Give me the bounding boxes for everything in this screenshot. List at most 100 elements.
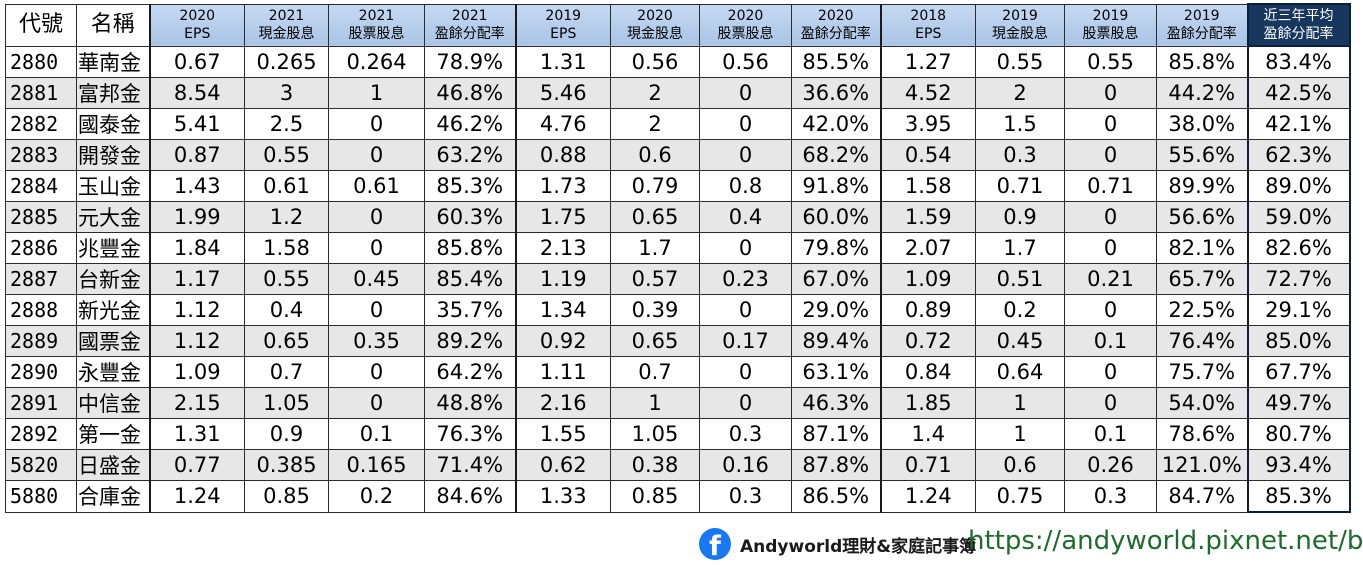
data-cell: 85.4%	[424, 263, 516, 295]
header-line: 現金股息	[627, 26, 683, 42]
data-cell: 0	[328, 139, 425, 171]
facebook-logo-icon[interactable]: f	[699, 528, 731, 560]
data-cell: 3	[244, 77, 329, 109]
average-payout-cell: 93.4%	[1246, 449, 1351, 481]
data-cell: 2.07	[879, 232, 976, 264]
header-line: 2018	[910, 8, 947, 24]
data-cell: 2.16	[514, 387, 611, 419]
data-cell: 0.56	[610, 45, 700, 78]
data-cell: 55.6%	[1156, 139, 1248, 171]
data-cell: 89.2%	[424, 325, 516, 357]
stock-name-cell: 永豐金	[76, 356, 150, 388]
stock-code-cell: 2891	[5, 387, 77, 419]
stock-name-cell: 新光金	[76, 294, 150, 326]
table-row: 2886 兆豐金 1.84 1.58 0 85.8% 2.13 1.7 0 79.8% 2.07 1.…	[5, 232, 1351, 264]
blog-url-link[interactable]: https://andyworld.pixnet.net/blog	[968, 526, 1363, 556]
data-cell: 1.4	[879, 418, 976, 450]
data-cell: 46.3%	[791, 387, 881, 419]
data-cell: 0	[699, 108, 792, 140]
header-cell: 2021 股票股息	[328, 3, 425, 47]
data-cell: 75.7%	[1156, 356, 1248, 388]
stock-code-cell: 2881	[5, 77, 77, 109]
data-cell: 0.72	[879, 325, 976, 357]
header-line: 2019	[1002, 8, 1038, 24]
data-cell: 76.4%	[1156, 325, 1248, 357]
data-cell: 0	[699, 294, 792, 326]
data-cell: 0	[699, 387, 792, 419]
stock-name-cell: 玉山金	[76, 170, 150, 202]
stock-name-cell: 華南金	[76, 45, 150, 78]
data-cell: 0.16	[699, 449, 792, 481]
data-cell: 0.3	[699, 418, 792, 450]
data-cell: 0.385	[244, 449, 329, 481]
data-cell: 1.17	[148, 263, 245, 295]
data-cell: 84.6%	[424, 480, 516, 513]
data-cell: 0.79	[610, 170, 700, 202]
data-cell: 0.7	[610, 356, 700, 388]
data-cell: 56.6%	[1156, 201, 1248, 233]
stock-code-cell: 2888	[5, 294, 77, 326]
header-line: 股票股息	[1082, 26, 1139, 42]
header-line: 2020	[727, 8, 764, 24]
data-cell: 0.54	[879, 139, 976, 171]
data-cell: 0	[328, 232, 425, 264]
data-cell: 2	[610, 108, 700, 140]
table-row: 2883 開發金 0.87 0.55 0 63.2% 0.88 0.6 0 68.2% 0.54 0.…	[5, 139, 1351, 171]
data-cell: 1.31	[148, 418, 245, 450]
average-payout-cell: 42.5%	[1246, 77, 1351, 109]
data-cell: 0	[699, 356, 792, 388]
facebook-page-name[interactable]: Andyworld理財&家庭記事簿	[740, 537, 977, 557]
data-cell: 0	[1064, 77, 1157, 109]
data-cell: 46.2%	[424, 108, 516, 140]
data-cell: 1.12	[148, 325, 245, 357]
data-cell: 0.6	[975, 449, 1065, 481]
data-cell: 0	[1064, 356, 1157, 388]
data-cell: 0.265	[244, 45, 329, 78]
header-line: 盈餘分配率	[1263, 26, 1334, 42]
data-cell: 0.55	[244, 263, 329, 295]
header-cell: 2020 股票股息	[699, 3, 792, 47]
data-cell: 0.7	[244, 356, 329, 388]
data-cell: 78.9%	[424, 45, 516, 78]
stock-code-cell: 2889	[5, 325, 77, 357]
data-cell: 0	[1064, 108, 1157, 140]
table-row: 2881 富邦金 8.54 3 1 46.8% 5.46 2 0 36.6% 4.52 2 0 44.2%…	[5, 77, 1351, 109]
stock-code-cell: 2884	[5, 170, 77, 202]
data-cell: 2	[610, 77, 700, 109]
header-cell: 2021 現金股息	[244, 3, 329, 47]
stock-name-cell: 第一金	[76, 418, 150, 450]
data-cell: 4.76	[514, 108, 611, 140]
data-cell: 82.1%	[1156, 232, 1248, 264]
header-line: EPS	[184, 26, 211, 42]
table-row: 2882 國泰金 5.41 2.5 0 46.2% 4.76 2 0 42.0% 3.95 1.5 0 3…	[5, 108, 1351, 140]
data-cell: 0	[1064, 201, 1157, 233]
header-line: 近三年平均	[1263, 8, 1334, 24]
data-cell: 0.165	[328, 449, 425, 481]
data-cell: 0.85	[610, 480, 700, 513]
data-cell: 71.4%	[424, 449, 516, 481]
header-line: 股票股息	[717, 26, 774, 42]
header-cell: 2021 盈餘分配率	[424, 3, 516, 47]
data-cell: 79.8%	[791, 232, 881, 264]
table-row: 5820 日盛金 0.77 0.385 0.165 71.4% 0.62 0.38 0.16 87…	[5, 449, 1351, 481]
data-cell: 2.5	[244, 108, 329, 140]
header-line: 2020	[637, 8, 673, 24]
table-row: 5880 合庫金 1.24 0.85 0.2 84.6% 1.33 0.85 0.3 86.5% 1…	[5, 480, 1351, 513]
header-line: 股票股息	[348, 26, 405, 42]
table-row: 2880 華南金 0.67 0.265 0.264 78.9% 1.31 0.56 0.56 85…	[5, 45, 1351, 78]
average-payout-cell: 67.7%	[1246, 356, 1351, 388]
data-cell: 1.34	[514, 294, 611, 326]
data-cell: 0.71	[975, 170, 1065, 202]
header-line: 2020	[179, 8, 216, 24]
header-three-year-average: 近三年平均盈餘分配率	[1246, 3, 1351, 47]
data-cell: 0.4	[699, 201, 792, 233]
data-cell: 121.0%	[1156, 449, 1248, 481]
header-line: 2021	[451, 8, 488, 24]
data-cell: 0.26	[1064, 449, 1157, 481]
stock-code-cell: 2882	[5, 108, 77, 140]
table-row: 2892 第一金 1.31 0.9 0.1 76.3% 1.55 1.05 0.3 87.1% 1.…	[5, 418, 1351, 450]
data-cell: 1.27	[879, 45, 976, 78]
data-cell: 1.7	[610, 232, 700, 264]
data-cell: 0.17	[699, 325, 792, 357]
data-cell: 2	[975, 77, 1065, 109]
